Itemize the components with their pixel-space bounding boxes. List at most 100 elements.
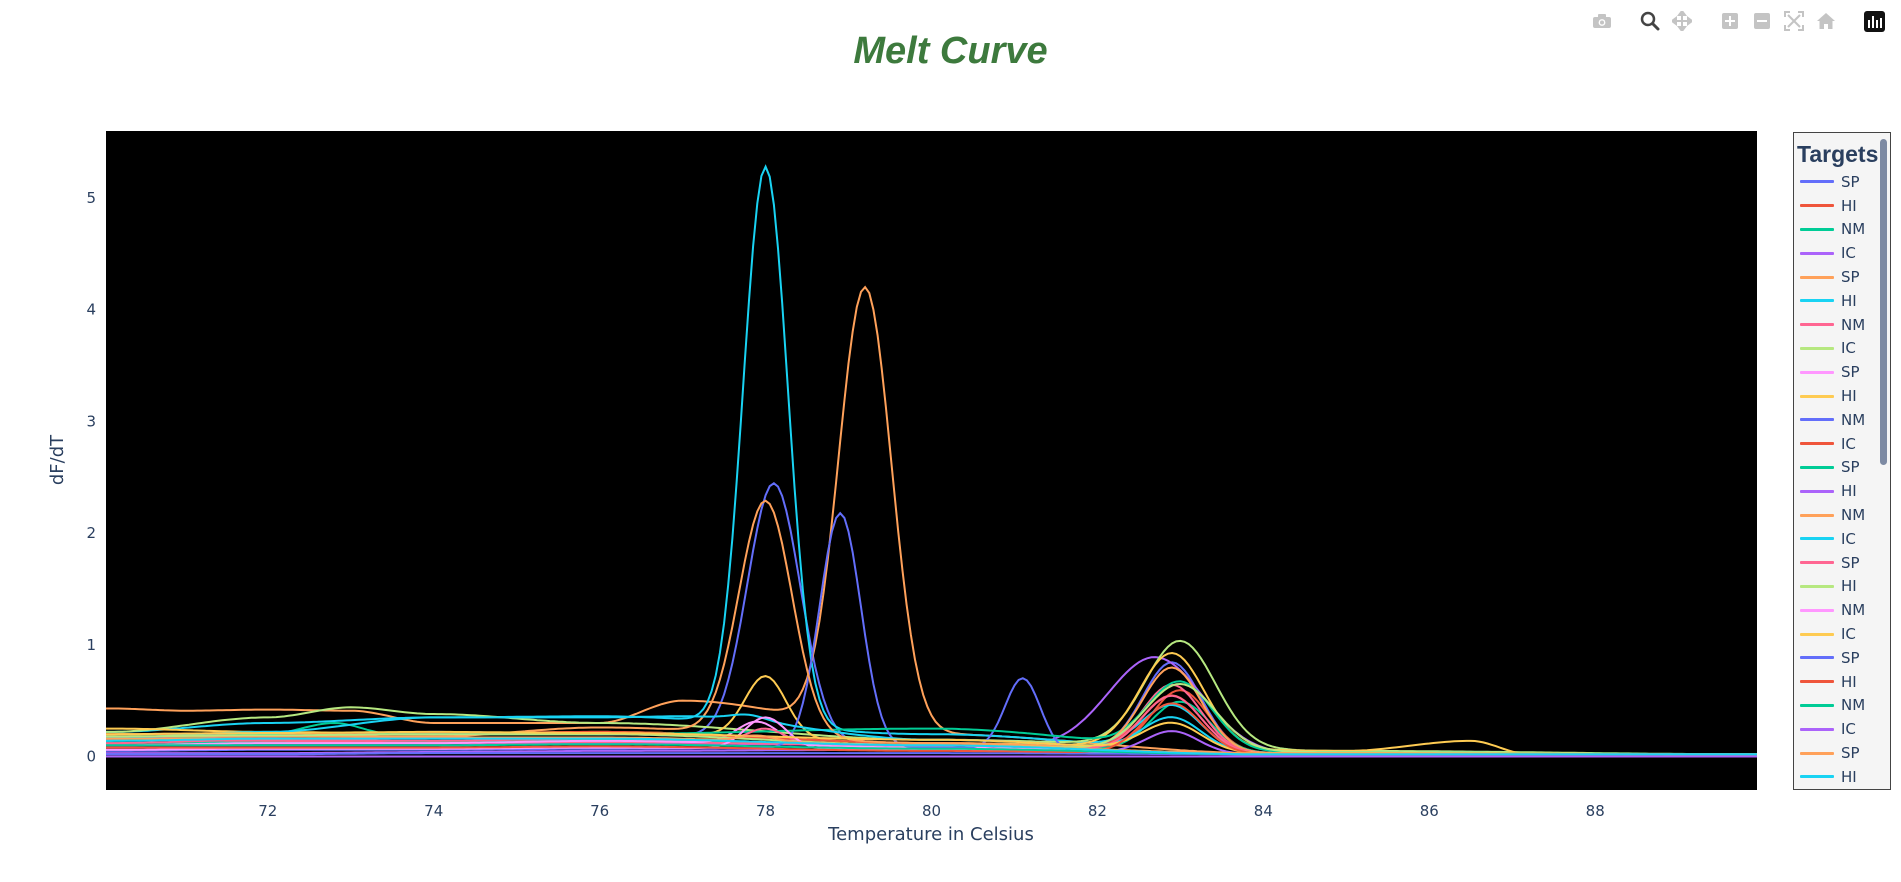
camera-icon[interactable] bbox=[1589, 10, 1615, 32]
legend-swatch bbox=[1800, 632, 1834, 636]
legend-label: SP bbox=[1841, 268, 1860, 287]
y-tick-label: 4 bbox=[86, 301, 96, 319]
legend-item-21-sp[interactable]: SP bbox=[1794, 646, 1890, 670]
legend-item-25-sp[interactable]: SP bbox=[1794, 741, 1890, 765]
legend-item-12-ic[interactable]: IC bbox=[1794, 432, 1890, 456]
legend-item-14-hi[interactable]: HI bbox=[1794, 479, 1890, 503]
legend-title: Targets bbox=[1797, 141, 1879, 167]
legend-item-18-hi[interactable]: HI bbox=[1794, 575, 1890, 599]
legend-swatch bbox=[1800, 703, 1834, 707]
legend-item-15-nm[interactable]: NM bbox=[1794, 503, 1890, 527]
x-tick-label: 80 bbox=[922, 802, 941, 820]
x-tick-label: 82 bbox=[1088, 802, 1107, 820]
legend-label: HI bbox=[1841, 482, 1857, 501]
legend-item-3-nm[interactable]: NM bbox=[1794, 218, 1890, 242]
legend-item-20-ic[interactable]: IC bbox=[1794, 622, 1890, 646]
legend-item-4-ic[interactable]: IC bbox=[1794, 241, 1890, 265]
y-tick-label: 0 bbox=[86, 747, 96, 765]
legend-label: HI bbox=[1841, 291, 1857, 310]
legend-item-16-ic[interactable]: IC bbox=[1794, 527, 1890, 551]
zoom-in-icon[interactable] bbox=[1717, 10, 1743, 32]
legend-item-6-hi[interactable]: HI bbox=[1794, 289, 1890, 313]
legend-swatch bbox=[1800, 204, 1834, 208]
legend-swatch bbox=[1800, 775, 1834, 779]
y-axis-label: dF/dT bbox=[47, 434, 68, 485]
x-tick-label: 78 bbox=[756, 802, 775, 820]
plotly-logo-icon[interactable] bbox=[1861, 10, 1887, 32]
legend-swatch bbox=[1800, 227, 1834, 231]
legend-item-17-sp[interactable]: SP bbox=[1794, 551, 1890, 575]
legend-swatch bbox=[1800, 751, 1834, 755]
legend-swatch bbox=[1800, 608, 1834, 612]
legend-swatch bbox=[1800, 346, 1834, 350]
legend-label: SP bbox=[1841, 363, 1860, 382]
legend-label: NM bbox=[1841, 696, 1866, 715]
legend-swatch bbox=[1800, 513, 1834, 517]
plot-background[interactable] bbox=[106, 131, 1757, 790]
legend-item-9-sp[interactable]: SP bbox=[1794, 360, 1890, 384]
legend-item-24-ic[interactable]: IC bbox=[1794, 717, 1890, 741]
legend-item-7-nm[interactable]: NM bbox=[1794, 313, 1890, 337]
legend-swatch bbox=[1800, 656, 1834, 660]
legend-swatch bbox=[1800, 537, 1834, 541]
legend-item-23-nm[interactable]: NM bbox=[1794, 694, 1890, 718]
legend-label: NM bbox=[1841, 315, 1866, 334]
legend-swatch bbox=[1800, 275, 1834, 279]
legend-label: SP bbox=[1841, 458, 1860, 477]
legend-label: IC bbox=[1841, 529, 1856, 548]
x-tick-label: 88 bbox=[1586, 802, 1605, 820]
legend-label: HI bbox=[1841, 672, 1857, 691]
legend-swatch bbox=[1800, 680, 1834, 684]
x-tick-label: 72 bbox=[258, 802, 277, 820]
legend-item-13-sp[interactable]: SP bbox=[1794, 456, 1890, 480]
legend-label: NM bbox=[1841, 410, 1866, 429]
legend-items: SP HI NM IC SP HI NM IC SP HI NM IC SP HI NM IC SP HI NM IC… bbox=[1794, 170, 1890, 789]
legend[interactable]: Targets SP HI NM IC SP HI NM IC SP HI NM IC SP HI NM IC… bbox=[1793, 132, 1891, 790]
pan-icon[interactable] bbox=[1669, 10, 1695, 32]
legend-label: SP bbox=[1841, 553, 1860, 572]
legend-item-19-nm[interactable]: NM bbox=[1794, 598, 1890, 622]
legend-swatch bbox=[1800, 465, 1834, 469]
x-tick-label: 74 bbox=[424, 802, 443, 820]
home-icon[interactable] bbox=[1813, 10, 1839, 32]
series-line-26-hi[interactable] bbox=[106, 737, 1757, 756]
legend-item-10-hi[interactable]: HI bbox=[1794, 384, 1890, 408]
zoom-icon[interactable] bbox=[1637, 10, 1663, 32]
series-layer bbox=[106, 164, 1757, 758]
legend-item-1-sp[interactable]: SP bbox=[1794, 170, 1890, 194]
legend-swatch bbox=[1800, 584, 1834, 588]
legend-label: HI bbox=[1841, 387, 1857, 406]
legend-swatch bbox=[1800, 442, 1834, 446]
legend-label: IC bbox=[1841, 434, 1856, 453]
legend-label: SP bbox=[1841, 648, 1860, 667]
x-axis-label: Temperature in Celsius bbox=[827, 824, 1034, 845]
y-tick-label: 1 bbox=[86, 636, 96, 654]
legend-label: IC bbox=[1841, 720, 1856, 739]
legend-label: IC bbox=[1841, 339, 1856, 358]
legend-item-11-nm[interactable]: NM bbox=[1794, 408, 1890, 432]
legend-item-5-sp[interactable]: SP bbox=[1794, 265, 1890, 289]
legend-item-2-hi[interactable]: HI bbox=[1794, 194, 1890, 218]
legend-label: HI bbox=[1841, 767, 1857, 786]
y-tick-label: 2 bbox=[86, 524, 96, 542]
legend-item-22-hi[interactable]: HI bbox=[1794, 670, 1890, 694]
y-axis-ticks: 0 1 2 3 4 5 bbox=[86, 189, 96, 765]
zoom-out-icon[interactable] bbox=[1749, 10, 1775, 32]
x-tick-label: 84 bbox=[1254, 802, 1273, 820]
autoscale-icon[interactable] bbox=[1781, 10, 1807, 32]
y-tick-label: 5 bbox=[86, 189, 96, 207]
legend-scrollbar[interactable] bbox=[1880, 139, 1887, 465]
legend-item-8-ic[interactable]: IC bbox=[1794, 337, 1890, 361]
x-tick-label: 86 bbox=[1420, 802, 1439, 820]
legend-item-26-hi[interactable]: HI bbox=[1794, 765, 1890, 789]
legend-swatch bbox=[1800, 299, 1834, 303]
legend-swatch bbox=[1800, 323, 1834, 327]
legend-swatch bbox=[1800, 418, 1834, 422]
chart-title: Melt Curve bbox=[853, 30, 1048, 72]
legend-swatch bbox=[1800, 727, 1834, 731]
legend-label: SP bbox=[1841, 744, 1860, 763]
legend-label: IC bbox=[1841, 625, 1856, 644]
legend-swatch bbox=[1800, 561, 1834, 565]
legend-label: NM bbox=[1841, 506, 1866, 525]
